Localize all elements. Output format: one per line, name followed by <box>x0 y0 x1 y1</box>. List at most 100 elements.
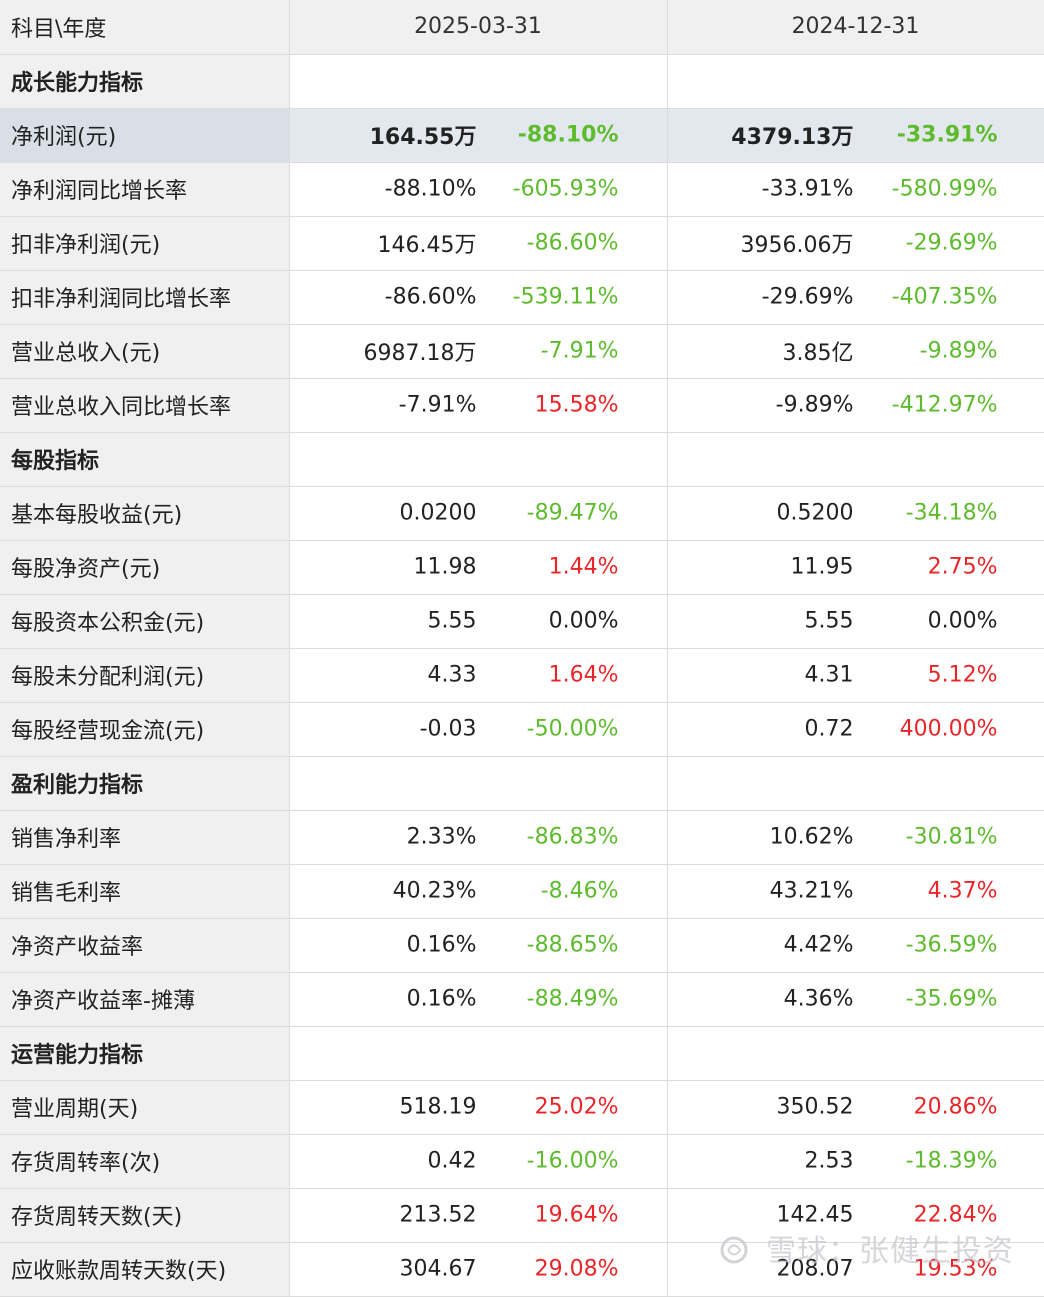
row-label[interactable]: 每股经营现金流(元) <box>0 702 290 757</box>
metric-value: 43.21% <box>769 878 854 904</box>
empty-cell <box>289 756 668 811</box>
period-value-cell: 43.21% 4.37% <box>667 864 1044 919</box>
yoy-change: 1.44% <box>548 554 619 580</box>
row-label[interactable]: 扣非净利润同比增长率 <box>0 270 290 325</box>
yoy-change: 15.58% <box>534 392 619 418</box>
period-value-cell: 4.42% -36.59% <box>667 918 1044 973</box>
yoy-change: -407.35% <box>891 284 998 310</box>
period-value-cell: 4.31 5.12% <box>667 648 1044 703</box>
row-label[interactable]: 每股净资产(元) <box>0 540 290 595</box>
table-row: 净利润同比增长率 -88.10% -605.93% -33.91% -580.99% <box>0 162 1044 217</box>
section-title: 运营能力指标 <box>0 1026 290 1081</box>
period-value-cell: 10.62% -30.81% <box>667 810 1044 865</box>
row-label[interactable]: 净利润同比增长率 <box>0 162 290 217</box>
metric-value: 213.52 <box>399 1202 477 1228</box>
section-title: 成长能力指标 <box>0 54 290 109</box>
table-row: 销售毛利率 40.23% -8.46% 43.21% 4.37% <box>0 864 1044 919</box>
period-value-cell: -88.10% -605.93% <box>289 162 668 217</box>
yoy-change: -7.91% <box>540 338 619 364</box>
yoy-change: -89.47% <box>526 500 619 526</box>
row-label[interactable]: 每股资本公积金(元) <box>0 594 290 649</box>
row-label[interactable]: 应收账款周转天数(天) <box>0 1242 290 1297</box>
table-header-row: 科目\年度 2025-03-31 2024-12-31 <box>0 0 1044 55</box>
metric-value: 11.95 <box>790 554 854 580</box>
metric-value: 4.36% <box>783 986 854 1012</box>
period-value-cell: 350.52 20.86% <box>667 1080 1044 1135</box>
row-label[interactable]: 净资产收益率 <box>0 918 290 973</box>
row-label[interactable]: 净资产收益率-摊薄 <box>0 972 290 1027</box>
section-row: 成长能力指标 <box>0 54 1044 109</box>
row-label[interactable]: 扣非净利润(元) <box>0 216 290 271</box>
metric-value: -33.91% <box>761 176 854 202</box>
period-value-cell: 164.55万 -88.10% <box>289 108 668 163</box>
yoy-change: -88.49% <box>526 986 619 1012</box>
row-label[interactable]: 每股未分配利润(元) <box>0 648 290 703</box>
metric-value: 4.42% <box>783 932 854 958</box>
row-label[interactable]: 营业周期(天) <box>0 1080 290 1135</box>
metric-value: 4.31 <box>804 662 854 688</box>
table-row: 扣非净利润(元) 146.45万 -86.60% 3956.06万 -29.69% <box>0 216 1044 271</box>
table-row: 销售净利率 2.33% -86.83% 10.62% -30.81% <box>0 810 1044 865</box>
period-value-cell: 0.72 400.00% <box>667 702 1044 757</box>
yoy-change: -50.00% <box>526 716 619 742</box>
period-value-cell: 304.67 29.08% <box>289 1242 668 1297</box>
yoy-change: -580.99% <box>891 176 998 202</box>
yoy-change: -30.81% <box>905 824 998 850</box>
row-label[interactable]: 销售净利率 <box>0 810 290 865</box>
row-label[interactable]: 存货周转天数(天) <box>0 1188 290 1243</box>
row-label[interactable]: 净利润(元) <box>0 108 290 163</box>
section-row: 盈利能力指标 <box>0 756 1044 811</box>
table-row: 应收账款周转天数(天) 304.67 29.08% 208.07 19.53% <box>0 1242 1044 1297</box>
period-value-cell: 518.19 25.02% <box>289 1080 668 1135</box>
period-value-cell: 4.33 1.64% <box>289 648 668 703</box>
metric-value: 4.33 <box>427 662 477 688</box>
yoy-change: -33.91% <box>896 122 998 148</box>
empty-cell <box>289 1026 668 1081</box>
metric-value: 3.85亿 <box>782 341 854 366</box>
row-label[interactable]: 基本每股收益(元) <box>0 486 290 541</box>
metric-value: 40.23% <box>392 878 477 904</box>
metric-value: 0.16% <box>406 932 477 958</box>
metric-value: 0.16% <box>406 986 477 1012</box>
yoy-change: 29.08% <box>534 1256 619 1282</box>
period-value-cell: 4.36% -35.69% <box>667 972 1044 1027</box>
row-label[interactable]: 营业总收入同比增长率 <box>0 378 290 433</box>
table-body: 成长能力指标 净利润(元) 164.55万 -88.10% 4379.13万 -33.91… <box>0 54 1044 1297</box>
yoy-change: 25.02% <box>534 1094 619 1120</box>
period-header[interactable]: 2024-12-31 <box>667 0 1044 55</box>
metric-value: 0.72 <box>804 716 854 742</box>
yoy-change: -88.65% <box>526 932 619 958</box>
period-value-cell: 146.45万 -86.60% <box>289 216 668 271</box>
metric-value: 146.45万 <box>377 233 477 258</box>
empty-cell <box>667 432 1044 487</box>
table-row: 每股资本公积金(元) 5.55 0.00% 5.55 0.00% <box>0 594 1044 649</box>
row-label[interactable]: 营业总收入(元) <box>0 324 290 379</box>
empty-cell <box>289 54 668 109</box>
row-label[interactable]: 销售毛利率 <box>0 864 290 919</box>
period-value-cell: -86.60% -539.11% <box>289 270 668 325</box>
yoy-change: -605.93% <box>512 176 619 202</box>
period-value-cell: 0.16% -88.49% <box>289 972 668 1027</box>
table-row: 每股净资产(元) 11.98 1.44% 11.95 2.75% <box>0 540 1044 595</box>
yoy-change: -86.60% <box>526 230 619 256</box>
table-row: 营业总收入(元) 6987.18万 -7.91% 3.85亿 -9.89% <box>0 324 1044 379</box>
yoy-change: 5.12% <box>927 662 998 688</box>
empty-cell <box>667 756 1044 811</box>
row-label[interactable]: 存货周转率(次) <box>0 1134 290 1189</box>
period-value-cell: 2.53 -18.39% <box>667 1134 1044 1189</box>
metric-value: 5.55 <box>427 608 477 634</box>
yoy-change: -9.89% <box>919 338 998 364</box>
table-row: 基本每股收益(元) 0.0200 -89.47% 0.5200 -34.18% <box>0 486 1044 541</box>
period-value-cell: 3956.06万 -29.69% <box>667 216 1044 271</box>
metric-value: 2.53 <box>804 1148 854 1174</box>
metric-value: 304.67 <box>399 1256 477 1282</box>
section-row: 每股指标 <box>0 432 1044 487</box>
period-header[interactable]: 2025-03-31 <box>289 0 668 55</box>
table-row: 每股经营现金流(元) -0.03 -50.00% 0.72 400.00% <box>0 702 1044 757</box>
yoy-change: -539.11% <box>512 284 619 310</box>
yoy-change: 0.00% <box>548 608 619 634</box>
section-title: 盈利能力指标 <box>0 756 290 811</box>
metric-value: -29.69% <box>761 284 854 310</box>
yoy-change: 4.37% <box>927 878 998 904</box>
yoy-change: -16.00% <box>526 1148 619 1174</box>
